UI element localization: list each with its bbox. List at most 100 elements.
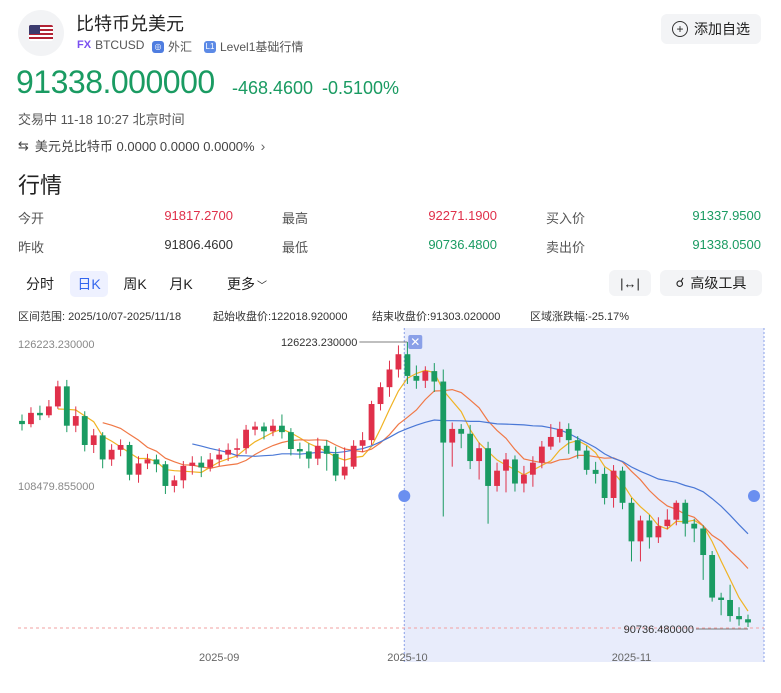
tab-daily-k[interactable]: 日K: [70, 271, 108, 297]
candle-body[interactable]: [198, 462, 205, 468]
candle-body[interactable]: [135, 463, 142, 475]
candle-body[interactable]: [574, 440, 581, 451]
candle-body[interactable]: [359, 440, 366, 446]
candle-body[interactable]: [538, 446, 545, 463]
candle-body[interactable]: [332, 453, 339, 476]
candlestick-chart[interactable]: 126223.230000 108479.855000 126223.230000 9…: [0, 328, 781, 673]
candle-body[interactable]: [37, 412, 43, 416]
candle-body[interactable]: [108, 449, 115, 460]
add-watchlist-button[interactable]: + 添加自选: [661, 14, 761, 44]
candle-body[interactable]: [583, 450, 590, 470]
candle-body[interactable]: [628, 502, 635, 542]
candle-body[interactable]: [45, 406, 52, 416]
candle-body[interactable]: [81, 416, 88, 445]
tab-more[interactable]: 更多 ﹀: [220, 271, 274, 297]
candle-body[interactable]: [368, 404, 375, 441]
candle-body[interactable]: [404, 354, 411, 376]
candle-body[interactable]: [350, 445, 357, 467]
range-handle-right[interactable]: [748, 490, 760, 502]
candle-body[interactable]: [745, 619, 751, 623]
range-handle-left[interactable]: [398, 490, 411, 502]
candle-body[interactable]: [592, 469, 599, 474]
candle-body[interactable]: [449, 428, 456, 443]
candle-body[interactable]: [287, 432, 294, 450]
candle-body[interactable]: [503, 459, 509, 471]
candle-body[interactable]: [189, 462, 196, 466]
candle-body[interactable]: [736, 616, 742, 620]
candle-body[interactable]: [458, 428, 465, 434]
candle-body[interactable]: [431, 371, 438, 382]
candle-body[interactable]: [637, 520, 644, 542]
candle-body[interactable]: [305, 451, 312, 459]
candle-body[interactable]: [153, 459, 160, 465]
candle-body[interactable]: [207, 459, 214, 468]
candle-body[interactable]: [485, 448, 491, 486]
pro-tools-button[interactable]: ☌ 高级工具: [660, 270, 762, 296]
candle-body[interactable]: [323, 445, 330, 454]
candle-body[interactable]: [117, 444, 124, 450]
candle-body[interactable]: [700, 528, 707, 556]
candle-body[interactable]: [601, 473, 608, 498]
candle-body[interactable]: [63, 386, 70, 426]
candle-body[interactable]: [126, 444, 133, 475]
candle-body[interactable]: [547, 436, 554, 447]
candle-body[interactable]: [673, 502, 680, 520]
candle-body[interactable]: [180, 465, 187, 481]
candle-body[interactable]: [521, 474, 527, 484]
candle-body[interactable]: [171, 480, 178, 486]
candle-body[interactable]: [422, 371, 429, 381]
candle-body[interactable]: [261, 426, 267, 432]
candle-body[interactable]: [234, 448, 241, 450]
selected-range[interactable]: [404, 328, 764, 662]
candle-body[interactable]: [90, 435, 97, 445]
expand-horizontal-button[interactable]: |↔|: [609, 270, 651, 296]
candle-body[interactable]: [162, 464, 169, 486]
candle-body[interactable]: [619, 470, 626, 503]
candle-body[interactable]: [682, 502, 689, 524]
candle-body[interactable]: [440, 381, 447, 443]
tab-weekly-k[interactable]: 周K: [123, 276, 147, 292]
candle-body[interactable]: [556, 428, 563, 437]
candle-body[interactable]: [72, 416, 79, 426]
add-watchlist-label: 添加自选: [694, 21, 750, 37]
candle-body[interactable]: [19, 420, 25, 425]
candle-body[interactable]: [99, 435, 106, 460]
candle-body[interactable]: [413, 375, 420, 381]
range-end-label: 结束收盘价:: [372, 311, 431, 323]
tab-monthly-k[interactable]: 月K: [169, 276, 193, 292]
range-start: 起始收盘价:122018.920000: [213, 308, 348, 324]
candle-body[interactable]: [279, 425, 285, 433]
candle-body[interactable]: [395, 354, 402, 370]
candle-body[interactable]: [709, 555, 716, 598]
candle-body[interactable]: [664, 519, 671, 527]
candle-body[interactable]: [512, 459, 518, 484]
candle-body[interactable]: [341, 466, 348, 476]
range-start-value: 122018.920000: [271, 311, 348, 323]
candle-body[interactable]: [252, 426, 258, 430]
candle-body[interactable]: [377, 387, 384, 405]
candle-body[interactable]: [529, 462, 536, 475]
candle-body[interactable]: [691, 523, 698, 529]
candle-body[interactable]: [216, 454, 223, 460]
tab-intraday[interactable]: 分时: [26, 276, 54, 292]
candle-body[interactable]: [565, 428, 572, 441]
candle-body[interactable]: [610, 470, 617, 498]
candle-body[interactable]: [718, 597, 725, 600]
candle-body[interactable]: [28, 412, 34, 425]
candle-body[interactable]: [314, 445, 321, 459]
candle-body[interactable]: [386, 369, 393, 388]
candle-body[interactable]: [270, 425, 276, 432]
candle-body[interactable]: [296, 449, 303, 452]
candle-body[interactable]: [144, 459, 151, 464]
candle-body[interactable]: [225, 449, 232, 455]
candle-body[interactable]: [646, 520, 653, 538]
close-selection-button[interactable]: [408, 335, 423, 349]
reverse-pair-link[interactable]: ⇆ 美元兑比特币 0.0000 0.0000 0.0000% ›: [18, 136, 265, 155]
candle-body[interactable]: [467, 433, 474, 462]
candle-body[interactable]: [727, 599, 733, 617]
candle-body[interactable]: [54, 386, 61, 407]
candle-body[interactable]: [476, 448, 483, 462]
candle-body[interactable]: [243, 429, 249, 449]
candle-body[interactable]: [494, 470, 500, 486]
candle-body[interactable]: [655, 526, 662, 538]
